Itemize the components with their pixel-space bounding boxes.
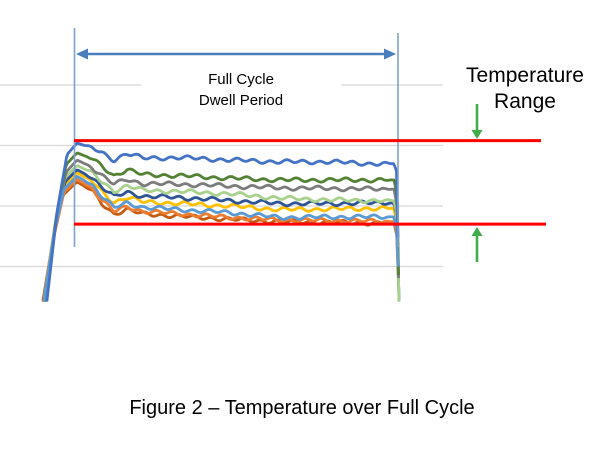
temperature-range-label: Temperature Range [449,63,601,115]
temperature-range-label-line2: Range [494,90,556,113]
series-trace-dark-blue [43,168,401,302]
temperature-range-label-line1: Temperature [466,64,584,87]
dwell-period-label-line2: Dwell Period [198,92,284,109]
series-trace-orange [42,177,400,302]
dwell-period-label-line1: Full Cycle [208,71,274,88]
series-trace-gold [42,171,400,302]
series-trace-light-green [43,164,401,302]
range-arrow-up-head [471,227,483,236]
series-trace-blue [45,141,400,302]
figure-caption: Figure 2 – Temperature over Full Cycle [129,397,475,419]
series-trace-light-blue [42,174,400,302]
dwell-arrow-head-left [76,48,88,60]
series-trace-gray [44,158,400,302]
dwell-arrow-head-right [384,48,396,60]
dwell-period-label: Full Cycle Dwell Period [141,69,341,111]
series-trace-dark-green [44,151,400,302]
range-arrow-down-head [471,130,483,139]
